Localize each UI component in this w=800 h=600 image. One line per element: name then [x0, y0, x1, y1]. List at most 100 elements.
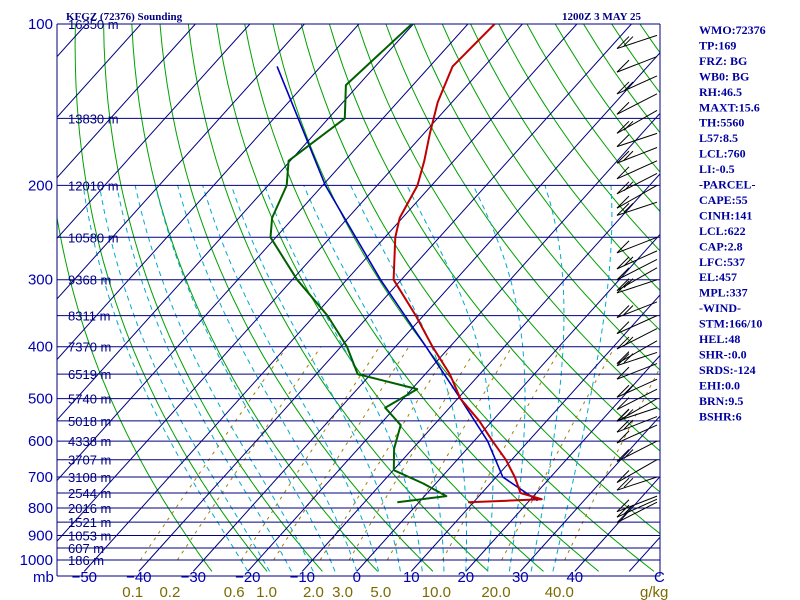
height-label: 2016 m — [68, 501, 111, 516]
moist-adiabat-line — [472, 185, 526, 572]
wind-barb — [616, 495, 658, 513]
moist-adiabat-line — [406, 185, 494, 572]
height-label: 10580 m — [68, 230, 119, 245]
wind-barb-flag — [616, 470, 630, 483]
isotherm-line — [57, 24, 251, 240]
sounding-index: -PARCEL- — [699, 178, 755, 192]
wind-barb-flag — [616, 181, 630, 195]
dry-adiabat-line — [57, 214, 213, 572]
top-height-label: 16350 m — [68, 17, 119, 32]
dry-adiabat-line — [103, 24, 323, 572]
wind-barb-flag — [616, 240, 630, 254]
sounding-index: SRDS:-124 — [699, 363, 756, 377]
dewpoint-profile-line — [269, 24, 448, 504]
wind-barb — [616, 301, 658, 318]
height-label: 2544 m — [68, 486, 111, 501]
wind-barb — [616, 250, 658, 270]
isotherm-line — [410, 294, 660, 572]
wind-barb-flag — [616, 280, 630, 294]
pressure-tick-label: 100 — [28, 16, 53, 33]
wind-barb — [616, 328, 658, 350]
wind-barb-flag — [616, 81, 630, 95]
sounding-profiles — [269, 24, 543, 504]
moist-adiabat-line — [530, 185, 565, 572]
wind-barb-flag — [616, 353, 630, 367]
isotherm-line — [83, 24, 578, 572]
sounding-index: WMO:72376 — [699, 23, 766, 37]
wind-barb-flag — [623, 477, 634, 488]
wind-barb-flag — [623, 336, 634, 347]
pressure-tick-label: 900 — [28, 528, 53, 545]
wind-barb-flag — [616, 267, 630, 281]
isotherm-line — [0, 24, 32, 571]
mixing-ratio-unit-label: g/kg — [640, 584, 668, 600]
temperature-tick-label: 40 — [566, 569, 583, 586]
wind-barb — [616, 160, 658, 180]
moist-adiabat-line — [134, 185, 314, 572]
dry-adiabat-line — [583, 24, 660, 134]
height-label: 607 m — [68, 541, 104, 556]
height-label: 6519 m — [68, 367, 111, 382]
wind-barb — [616, 398, 658, 422]
sounding-index: CAP:2.8 — [699, 239, 743, 253]
isotherm-line — [465, 354, 660, 572]
moist-adiabat-line — [202, 185, 380, 572]
height-label: 13830 m — [68, 111, 119, 126]
temperature-profile-line — [392, 24, 543, 504]
sounding-index: STM:166/10 — [699, 317, 762, 331]
height-label: 9368 m — [68, 273, 111, 288]
wind-barb — [616, 110, 658, 134]
height-label: 4338 m — [68, 434, 111, 449]
temperature-unit-label: C — [654, 569, 665, 586]
wind-barb — [616, 388, 658, 410]
pressure-tick-label: 700 — [28, 469, 53, 486]
mixing-ratio-line — [501, 346, 616, 561]
dry-adiabat-line — [74, 24, 268, 572]
wind-barb-flag — [616, 336, 630, 350]
isotherm-line — [57, 24, 523, 542]
isotherm-line — [57, 24, 360, 361]
parcel-path-line — [276, 66, 539, 502]
wind-barb-flag — [616, 419, 630, 433]
height-label: 3108 m — [68, 470, 111, 485]
wind-barb-flag — [616, 449, 630, 462]
wind-barb — [616, 201, 658, 216]
mixing-ratio-tick-label: 0.6 — [224, 584, 245, 600]
wind-barb-flag — [616, 430, 630, 444]
mixing-ratio-tick-label: 0.2 — [159, 584, 180, 600]
height-label: 1521 m — [68, 515, 111, 530]
wind-barb-flag — [616, 510, 630, 523]
mixing-ratio-tick-label: 3.0 — [332, 584, 353, 600]
isotherm-line — [574, 475, 660, 572]
isotherm-lines — [0, 24, 660, 572]
wind-barb — [616, 147, 658, 164]
wind-barb — [616, 351, 658, 367]
dry-adiabat-line — [470, 24, 660, 292]
isotherm-line — [192, 52, 660, 572]
wind-barb-flag — [616, 278, 630, 291]
sounding-datetime: 1200Z 3 MAY 25 — [562, 11, 641, 23]
sounding-index: BRN:9.5 — [699, 394, 743, 408]
isobar-lines — [56, 23, 661, 577]
wind-barb-flag — [623, 181, 634, 192]
dry-adiabat-line — [413, 24, 660, 371]
wind-barb-flag — [623, 36, 634, 46]
dry-adiabat-line — [216, 24, 544, 572]
wind-barb — [616, 340, 658, 365]
wind-barb — [616, 476, 658, 491]
dry-adiabat-line — [554, 24, 660, 173]
mixing-ratio-tick-label: 40.0 — [545, 584, 574, 600]
wind-barb-flag — [623, 278, 634, 288]
sounding-index: -WIND- — [699, 301, 741, 315]
sounding-index: FRZ: BG — [699, 54, 747, 68]
temperature-tick-label: 30 — [512, 569, 529, 586]
wind-barb-flag — [623, 120, 634, 131]
sounding-index: BSHR:6 — [699, 409, 742, 423]
mixing-ratio-tick-label: 10.0 — [422, 584, 451, 600]
pressure-unit-label: mb — [33, 569, 54, 586]
wind-barb — [616, 498, 658, 518]
temperature-tick-label: −40 — [126, 569, 151, 586]
pressure-tick-label: 300 — [28, 272, 53, 289]
dry-adiabat-line — [159, 24, 434, 572]
